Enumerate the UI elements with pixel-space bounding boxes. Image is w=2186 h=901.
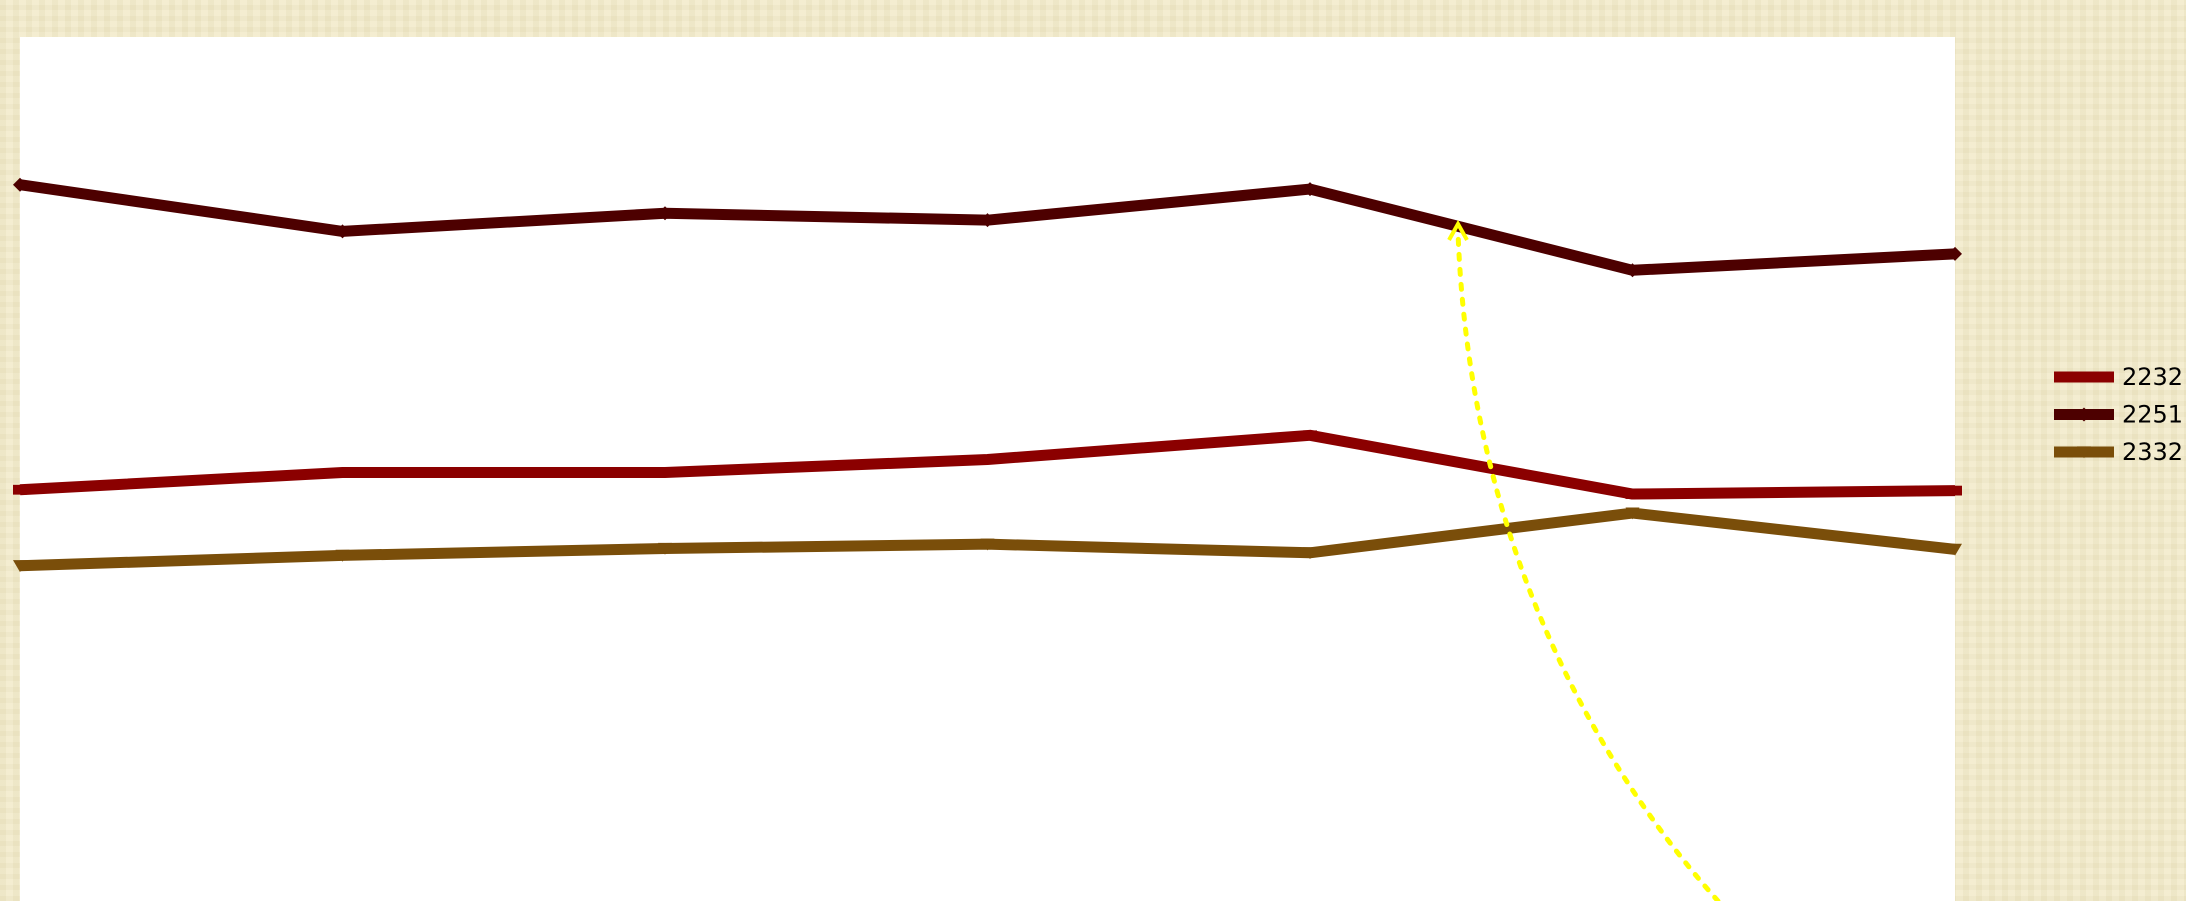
data-point-2332-1 [13,560,27,573]
data-point-2232-3 [658,467,672,478]
legend-marker-2232 [2077,372,2091,382]
data-point-2251-3 [658,206,672,221]
data-point-2251-4 [980,213,995,228]
data-point-2251-2 [335,224,350,239]
data-point-2332-5 [1303,547,1317,560]
data-point-2332-6 [1625,507,1640,520]
data-point-2232-7 [1948,485,1962,496]
annotation-arrow-head [1447,219,1469,241]
data-point-2251-1 [13,177,27,192]
data-point-2251-6 [1625,263,1640,278]
legend-marker-2332 [2077,446,2091,459]
data-point-2232-6 [1625,489,1640,499]
data-point-2251-5 [1303,182,1317,197]
data-point-2332-7 [1948,543,1962,556]
annotation-layer [1447,219,1721,901]
annotation-arrow-path [1455,229,1721,901]
data-point-2332-2 [335,549,350,562]
data-point-2332-3 [658,542,672,555]
data-point-2332-4 [980,538,995,551]
data-point-2251-7 [1948,246,1962,261]
data-point-2232-2 [335,467,350,478]
legend-label-2332: 2332 [2122,438,2183,466]
legend-marker-2251 [2077,407,2091,422]
series-layer [13,177,1962,573]
data-point-2232-1 [13,484,27,495]
data-point-2232-4 [980,454,995,465]
legend-label-2232: 2232 [2122,363,2183,391]
legend: 2232 2251 2332 [2054,363,2183,466]
legend-label-2251: 2251 [2122,401,2183,429]
data-point-2232-5 [1303,430,1317,441]
